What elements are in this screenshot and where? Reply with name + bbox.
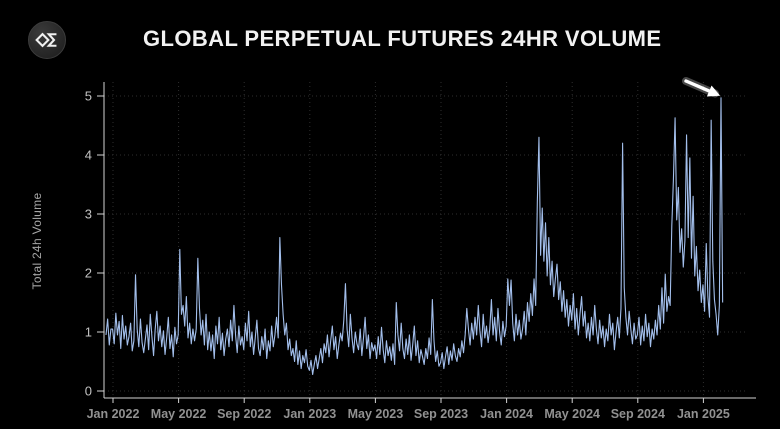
series-line: [105, 97, 724, 376]
y-tick-label: 3: [85, 207, 92, 222]
x-tick-label: Sep 2024: [611, 407, 665, 421]
x-tick-label: May 2022: [151, 407, 207, 421]
page-title: GLOBAL PERPETUAL FUTURES 24HR VOLUME: [143, 26, 662, 51]
x-tick-label: Jan 2023: [283, 407, 336, 421]
y-tick-label: 1: [85, 325, 92, 340]
y-tick-label: 5: [85, 89, 92, 104]
artemis-logo-icon: [35, 32, 57, 48]
x-tick-label: Jan 2025: [677, 407, 730, 421]
artemis-logo: [28, 21, 66, 59]
y-tick-label: 4: [85, 148, 92, 163]
y-tick-label: 0: [85, 384, 92, 399]
x-tick-label: Jan 2024: [480, 407, 533, 421]
x-tick-label: May 2023: [348, 407, 404, 421]
x-tick-label: Sep 2023: [414, 407, 468, 421]
y-tick-label: 2: [85, 266, 92, 281]
x-tick-label: Sep 2022: [217, 407, 271, 421]
annotation-arrow: [684, 79, 721, 97]
x-tick-label: Jan 2022: [87, 407, 140, 421]
x-tick-label: May 2024: [544, 407, 600, 421]
